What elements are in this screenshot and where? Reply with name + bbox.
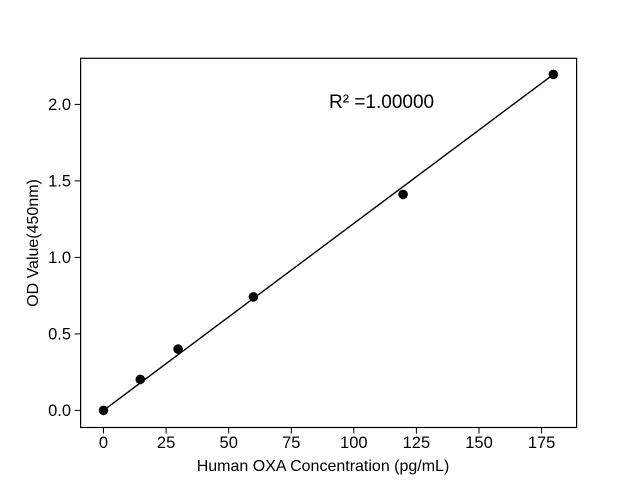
svg-text:125: 125 bbox=[403, 434, 431, 452]
svg-text:0: 0 bbox=[99, 434, 108, 452]
svg-text:1.5: 1.5 bbox=[48, 173, 71, 191]
svg-text:OD Value(450nm): OD Value(450nm) bbox=[25, 179, 42, 307]
svg-text:0.5: 0.5 bbox=[48, 326, 71, 344]
svg-text:1.0: 1.0 bbox=[48, 249, 71, 267]
svg-text:2.0: 2.0 bbox=[48, 96, 71, 114]
svg-text:0.0: 0.0 bbox=[48, 402, 71, 420]
svg-text:150: 150 bbox=[465, 434, 493, 452]
svg-text:50: 50 bbox=[220, 434, 238, 452]
svg-text:175: 175 bbox=[528, 434, 556, 452]
svg-text:Human OXA Concentration (pg/mL: Human OXA Concentration (pg/mL) bbox=[197, 458, 450, 475]
svg-text:R² =1.00000: R² =1.00000 bbox=[329, 92, 434, 113]
svg-text:75: 75 bbox=[282, 434, 300, 452]
svg-text:100: 100 bbox=[340, 434, 368, 452]
svg-text:25: 25 bbox=[157, 434, 175, 452]
